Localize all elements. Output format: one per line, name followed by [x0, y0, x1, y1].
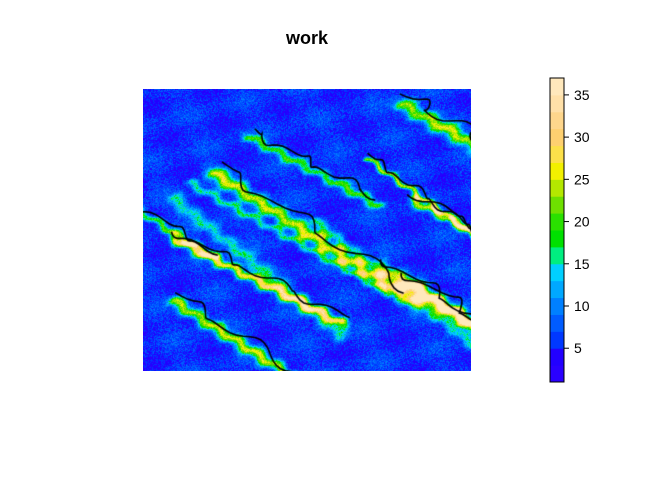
- colorbar-swatch: [550, 145, 564, 163]
- colorbar-swatch: [550, 162, 564, 180]
- colorbar-swatch: [550, 331, 564, 349]
- colorbar-swatch: [550, 179, 564, 197]
- colorbar-tick-label: 15: [574, 256, 590, 272]
- colorbar-swatch: [550, 78, 564, 96]
- chart-title: work: [285, 28, 328, 48]
- colorbar-swatch: [550, 111, 564, 130]
- colorbar-swatch: [550, 314, 564, 332]
- colorbar-swatch: [550, 365, 564, 383]
- raster-heatmap: [143, 89, 471, 371]
- colorbar-swatch: [550, 196, 564, 214]
- colorbar-swatch: [550, 280, 564, 299]
- colorbar-tick-label: 20: [574, 214, 590, 230]
- colorbar-tick-label: 35: [574, 87, 590, 103]
- colorbar-tick-label: 5: [574, 340, 582, 356]
- colorbar-tick-label: 25: [574, 171, 590, 187]
- colorbar-swatch: [550, 297, 564, 315]
- colorbar-swatch: [550, 348, 564, 366]
- colorbar-swatch: [550, 128, 564, 147]
- colorbar-tick-label: 30: [574, 129, 590, 145]
- colorbar-swatch: [550, 230, 564, 248]
- colorbar-swatch: [550, 94, 564, 113]
- colorbar-swatch: [550, 246, 564, 265]
- colorbar-frame: [549, 77, 565, 383]
- colorbar-tick-label: 10: [574, 298, 590, 314]
- colorbar-swatch: [550, 263, 564, 282]
- colorbar-swatch: [550, 213, 564, 231]
